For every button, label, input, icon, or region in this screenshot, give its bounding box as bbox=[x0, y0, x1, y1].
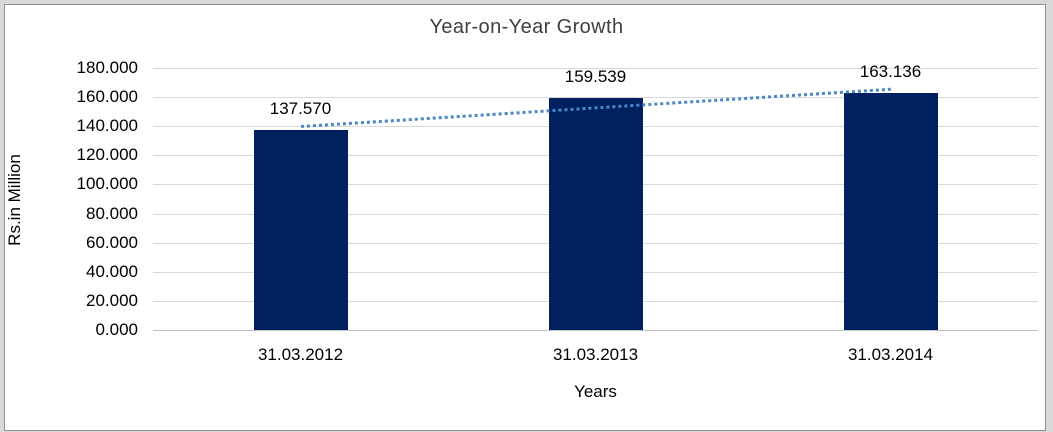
y-tick-label: 60.000 bbox=[86, 232, 138, 252]
y-tick-label: 180.000 bbox=[76, 58, 138, 77]
bar bbox=[253, 129, 348, 330]
x-tick-label: 31.03.2014 bbox=[847, 345, 934, 364]
x-tick-label: 31.03.2012 bbox=[257, 345, 344, 364]
bar bbox=[548, 97, 643, 330]
y-tick-label: 160.000 bbox=[76, 87, 138, 107]
bar-data-label: 159.539 bbox=[564, 66, 627, 86]
bar-data-label: 163.136 bbox=[859, 61, 922, 81]
y-tick-label: 80.000 bbox=[86, 203, 138, 223]
gridline bbox=[153, 68, 1038, 69]
y-tick-label: 120.000 bbox=[76, 145, 138, 165]
chart-title: Year-on-Year Growth bbox=[429, 16, 624, 38]
bar-data-label: 137.570 bbox=[269, 98, 332, 118]
x-axis-title: Years bbox=[574, 382, 617, 401]
bar bbox=[843, 92, 938, 330]
y-tick-label: 100.000 bbox=[76, 174, 138, 194]
x-axis-line bbox=[153, 330, 1038, 331]
y-tick-label: 140.000 bbox=[76, 116, 138, 136]
x-tick-label: 31.03.2013 bbox=[552, 345, 639, 364]
gridline bbox=[153, 97, 1038, 99]
y-tick-label: 20.000 bbox=[86, 290, 138, 310]
y-tick-label: 40.000 bbox=[86, 261, 138, 281]
y-tick-label: 0.000 bbox=[95, 320, 138, 339]
